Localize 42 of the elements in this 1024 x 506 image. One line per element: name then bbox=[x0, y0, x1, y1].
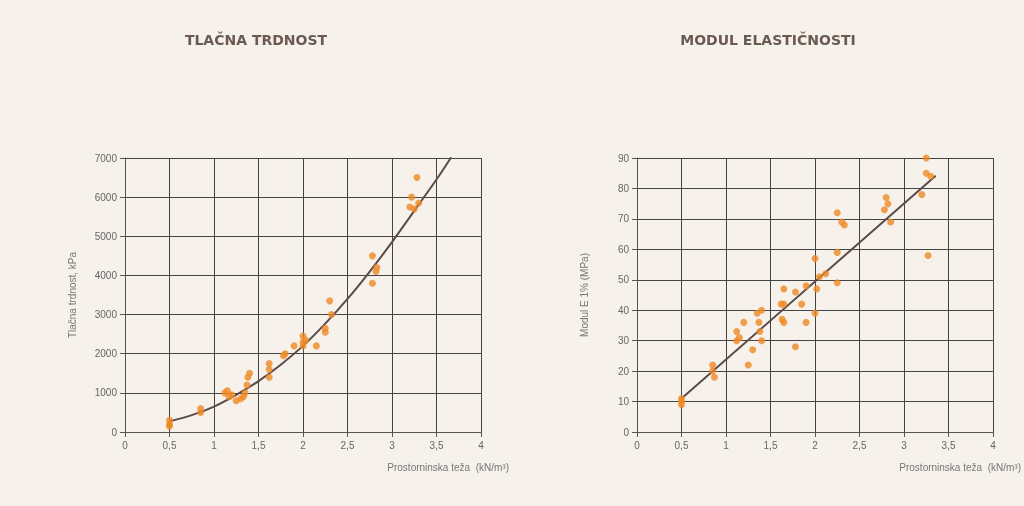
y-tick-label: 1000 bbox=[94, 387, 118, 399]
y-tick-label: 20 bbox=[617, 365, 630, 377]
x-tick-label: 3,5 bbox=[429, 439, 444, 451]
x-axis-title: Prostorninska teža (kN/m³) bbox=[899, 461, 1021, 473]
y-tick-label: 2000 bbox=[94, 348, 118, 360]
y-tick-label: 90 bbox=[617, 152, 630, 164]
x-tick-label: 1 bbox=[723, 439, 730, 451]
x-tick-label: 1 bbox=[211, 439, 218, 451]
y-tick-label: 80 bbox=[617, 182, 630, 194]
x-tick-label: 3,5 bbox=[941, 439, 956, 451]
y-tick-label: 0 bbox=[111, 426, 118, 438]
x-tick-label: 0 bbox=[122, 439, 129, 451]
x-tick-label: 2,5 bbox=[340, 439, 355, 451]
y-tick-label: 50 bbox=[617, 274, 630, 286]
x-tick-label: 4 bbox=[990, 439, 997, 451]
y-tick-label: 60 bbox=[617, 243, 630, 255]
chart-title: MODUL ELASTIČNOSTI bbox=[680, 31, 856, 48]
y-tick-label: 0 bbox=[623, 426, 630, 438]
x-axis-title: Prostorninska teža (kN/m³) bbox=[387, 461, 509, 473]
y-tick-label: 70 bbox=[617, 213, 630, 225]
y-axis-title: Tlačna trdnost, kPa bbox=[66, 251, 78, 339]
x-tick-label: 2 bbox=[812, 439, 819, 451]
x-tick-label: 0,5 bbox=[674, 439, 689, 451]
y-tick-label: 4000 bbox=[94, 269, 118, 281]
x-tick-label: 2 bbox=[300, 439, 307, 451]
y-tick-label: 30 bbox=[617, 335, 630, 347]
x-tick-label: 1,5 bbox=[763, 439, 778, 451]
y-tick-label: 6000 bbox=[94, 191, 118, 203]
y-tick-label: 40 bbox=[617, 304, 630, 316]
x-tick-label: 2,5 bbox=[852, 439, 867, 451]
x-tick-label: 3 bbox=[389, 439, 396, 451]
x-tick-label: 4 bbox=[478, 439, 485, 451]
y-tick-label: 10 bbox=[617, 396, 630, 408]
y-tick-label: 5000 bbox=[94, 230, 118, 242]
y-tick-label: 3000 bbox=[94, 309, 118, 321]
x-tick-label: 1,5 bbox=[251, 439, 266, 451]
x-tick-label: 0 bbox=[634, 439, 641, 451]
chart-title: TLAČNA TRDNOST bbox=[184, 31, 328, 48]
y-tick-label: 7000 bbox=[94, 152, 118, 164]
y-axis-title: Modul E 1% (MPa) bbox=[578, 253, 590, 337]
x-tick-label: 3 bbox=[901, 439, 908, 451]
x-tick-label: 0,5 bbox=[162, 439, 177, 451]
